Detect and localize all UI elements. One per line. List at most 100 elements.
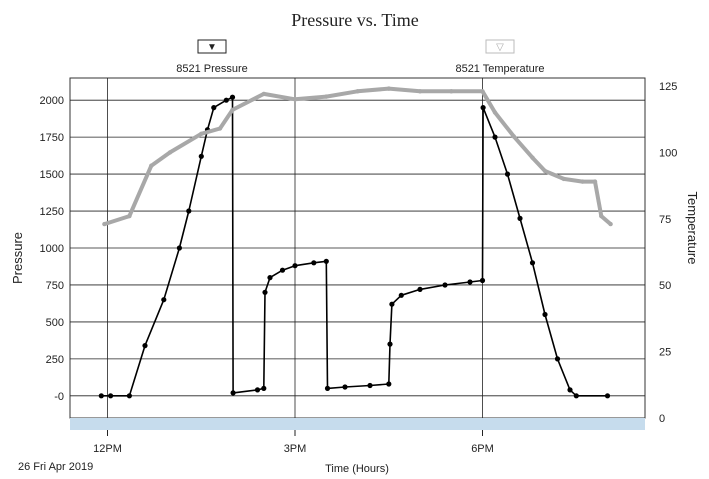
series-0-point-13 xyxy=(254,387,261,393)
series-0-point-28 xyxy=(417,286,423,292)
series-1-point-3 xyxy=(167,150,173,155)
series-0-point-23 xyxy=(367,382,373,389)
x-tick-label-0: 12PM xyxy=(93,443,122,455)
series-0-point-6 xyxy=(186,208,192,214)
y-left-tick-label-4: 1000 xyxy=(40,243,64,255)
series-1-point-21 xyxy=(592,179,598,184)
y-left-tick-label-3: 1250 xyxy=(40,206,64,218)
series-0-point-7 xyxy=(198,153,204,159)
series-0-point-21 xyxy=(324,385,331,391)
y-right-tick-label-1: 100 xyxy=(659,147,677,159)
series-1-point-12 xyxy=(417,89,423,94)
y-left-tick-label-2: 1500 xyxy=(40,169,64,181)
series-layer xyxy=(98,86,613,399)
series-0-point-20 xyxy=(323,258,329,264)
series-0-point-11 xyxy=(229,94,236,100)
series-1-point-2 xyxy=(149,163,154,168)
series-0-point-27 xyxy=(398,292,404,298)
series-1-point-11 xyxy=(386,86,391,91)
series-0-point-1 xyxy=(108,393,114,399)
y-right-tick-label-2: 75 xyxy=(659,214,671,226)
y-left-tick-label-1: 1750 xyxy=(40,132,64,144)
legend-pressure-marker: ▼ xyxy=(207,42,217,53)
series-1-point-13 xyxy=(449,89,454,94)
series-0-point-4 xyxy=(161,297,167,303)
series-1-point-6 xyxy=(230,107,235,113)
series-0-point-32 xyxy=(480,105,486,111)
series-0-point-38 xyxy=(554,356,561,362)
series-1-point-14 xyxy=(480,89,485,94)
x-tick-label-2: 6PM xyxy=(471,443,494,455)
legend-temperature-swatch[interactable] xyxy=(485,39,515,54)
series-1-point-7 xyxy=(261,91,266,97)
series-0-point-34 xyxy=(504,171,511,177)
series-0-point-36 xyxy=(529,260,536,266)
series-0-point-39 xyxy=(567,387,573,393)
series-0-point-5 xyxy=(176,245,182,251)
series-1-point-18 xyxy=(542,168,548,174)
series-0-point-3 xyxy=(142,343,148,349)
y-left-tick-label-8: -0 xyxy=(54,391,64,403)
y-left-tick-label-5: 750 xyxy=(46,280,64,292)
series-1-point-5 xyxy=(217,126,223,131)
y-right-tick-label-4: 25 xyxy=(659,347,671,359)
series-0-point-15 xyxy=(262,289,268,295)
legend-pressure-label: 8521 Pressure xyxy=(176,63,248,75)
series-1-point-16 xyxy=(511,134,516,139)
series-line-1 xyxy=(103,86,612,227)
series-line-0 xyxy=(101,96,608,397)
y-right-tick-label-3: 50 xyxy=(659,280,671,292)
legend-pressure-swatch[interactable] xyxy=(197,39,227,54)
series-0-point-17 xyxy=(279,267,286,273)
series-0-point-19 xyxy=(311,260,317,266)
series-1-point-8 xyxy=(292,97,298,102)
y-right-tick-label-0: 125 xyxy=(659,81,677,93)
y-axis-left: 2000 1750 1500 1250 1000 750 500 250 -0 xyxy=(40,95,64,403)
series-0-point-22 xyxy=(342,384,348,390)
series-1-point-0 xyxy=(102,221,107,227)
y-axis-left-title: Pressure xyxy=(10,232,25,284)
series-1-point-20 xyxy=(580,179,585,184)
series-1-point-4 xyxy=(199,131,204,136)
y-axis-right-title: Temperature xyxy=(685,192,700,265)
series-1-point-23 xyxy=(608,221,613,227)
series-0-point-29 xyxy=(442,282,448,288)
chart-title: Pressure vs. Time xyxy=(291,10,419,30)
series-0-point-16 xyxy=(267,275,273,281)
series-1-point-1 xyxy=(127,213,132,219)
series-0-point-41 xyxy=(604,393,611,399)
y-right-tick-label-5: 0 xyxy=(659,413,665,425)
series-0-point-10 xyxy=(223,97,229,103)
series-0-point-14 xyxy=(261,385,267,391)
x-axis: 12PM 3PM 6PM xyxy=(93,430,494,455)
series-1-point-15 xyxy=(492,110,498,115)
series-0-point-12 xyxy=(230,390,236,396)
y-left-tick-label-7: 250 xyxy=(46,354,64,366)
series-0-point-0 xyxy=(98,393,104,399)
series-0-point-18 xyxy=(292,263,298,269)
series-0-point-35 xyxy=(517,215,523,221)
x-axis-title: Time (Hours) xyxy=(325,463,389,475)
series-1-point-9 xyxy=(324,94,329,99)
series-0-point-25 xyxy=(387,341,393,347)
legend: ▼ 8521 Pressure ▽ 8521 Temperature xyxy=(176,39,545,75)
y-axis-right: 125 100 75 50 25 0 xyxy=(659,81,677,425)
x-tick-label-1: 3PM xyxy=(284,443,307,455)
y-left-tick-label-6: 500 xyxy=(46,317,64,329)
date-label: 26 Fri Apr 2019 xyxy=(18,461,93,473)
series-1-point-17 xyxy=(530,155,535,160)
legend-temperature-label: 8521 Temperature xyxy=(455,63,544,75)
series-0-point-31 xyxy=(479,277,486,284)
series-0-point-9 xyxy=(211,105,217,111)
series-0-point-2 xyxy=(126,393,132,399)
series-1-point-19 xyxy=(561,176,566,182)
time-scrollbar[interactable] xyxy=(70,418,645,430)
series-0-point-30 xyxy=(467,279,473,285)
y-left-tick-label-0: 2000 xyxy=(40,95,64,107)
legend-temperature-marker: ▽ xyxy=(496,42,504,53)
series-0-point-26 xyxy=(389,301,395,307)
series-0-point-24 xyxy=(386,381,392,387)
series-1-point-10 xyxy=(355,89,360,94)
series-0-point-40 xyxy=(573,393,579,399)
